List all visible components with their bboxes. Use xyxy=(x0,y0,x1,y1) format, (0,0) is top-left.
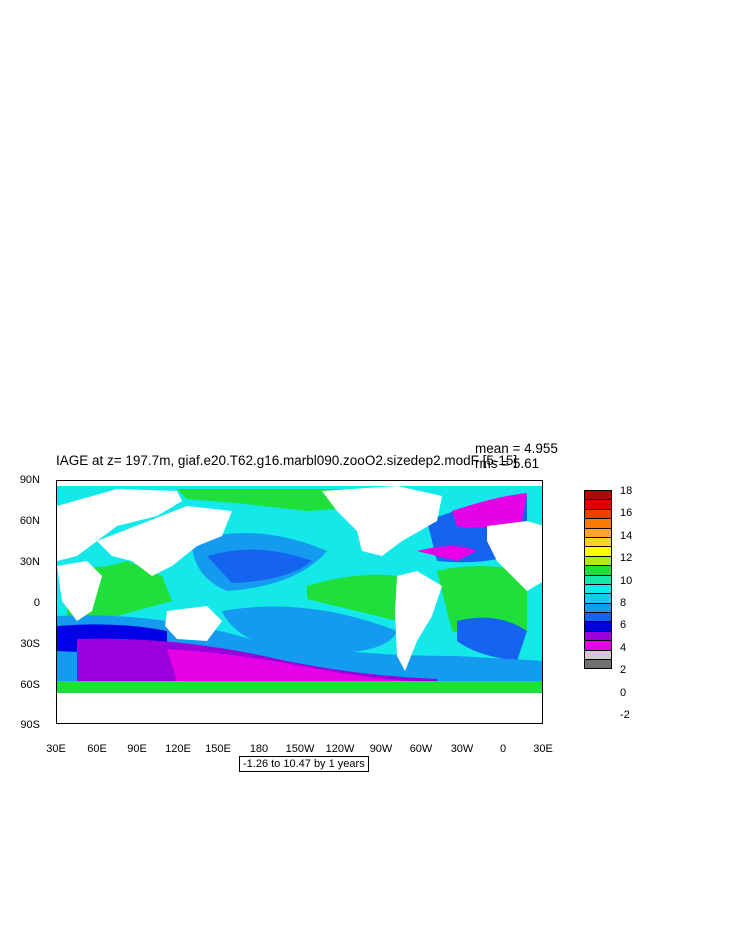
contour-antarctic-shelf xyxy=(57,681,542,693)
colorbar-swatch xyxy=(584,659,612,670)
x-tick-60e: 60E xyxy=(87,743,107,755)
land-eurasia-west xyxy=(57,489,182,561)
colorbar-label: 8 xyxy=(620,597,627,609)
colorbar xyxy=(584,490,612,670)
y-tick-60n: 60N xyxy=(19,515,40,527)
land-africa-east xyxy=(57,561,102,621)
contour-natl-lab xyxy=(417,546,477,561)
map-plot-area xyxy=(56,480,543,724)
contour-atlantic xyxy=(437,566,527,636)
mean-stat: mean = 4.955 xyxy=(475,441,558,456)
land-australia xyxy=(165,606,222,641)
colorbar-label: 14 xyxy=(620,529,633,542)
land-antarctica xyxy=(57,693,542,723)
land-north-america xyxy=(322,486,442,556)
rms-stat: rms = 5.61 xyxy=(475,456,540,471)
x-tick-180: 180 xyxy=(249,743,269,755)
y-tick-90n: 90N xyxy=(19,474,40,486)
contour-range-label: -1.26 to 10.47 by 1 years xyxy=(239,756,369,772)
land-asia xyxy=(97,506,232,576)
x-tick-30w: 30W xyxy=(450,743,474,755)
x-tick-30e-end: 30E xyxy=(533,743,553,755)
contour-eq-pacific xyxy=(307,574,397,621)
x-tick-120e: 120E xyxy=(165,743,191,755)
contour-natl-nordic xyxy=(452,493,527,528)
land-africa-europe xyxy=(487,521,542,591)
colorbar-label: 4 xyxy=(620,641,627,654)
x-tick-150w: 150W xyxy=(285,743,315,755)
x-tick-150e: 150E xyxy=(205,743,231,755)
x-tick-30e: 30E xyxy=(46,743,66,755)
x-tick-120w: 120W xyxy=(325,743,355,755)
contour-satl-2 xyxy=(457,617,527,661)
x-tick-90e: 90E xyxy=(127,743,147,755)
y-tick-30n: 30N xyxy=(19,556,40,568)
contour-spac-4 xyxy=(222,606,397,654)
land-arctic-edge xyxy=(57,481,542,486)
contour-npac-2 xyxy=(207,549,312,583)
colorbar-label: -2 xyxy=(620,709,630,721)
colorbar-label: 0 xyxy=(620,686,627,699)
colorbar-label: 10 xyxy=(620,574,633,587)
colorbar-label: 12 xyxy=(620,552,633,565)
y-tick-90s: 90S xyxy=(20,719,40,731)
y-tick-60s: 60S xyxy=(20,679,40,691)
plot-title: IAGE at z= 197.7m, giaf.e20.T62.g16.marb… xyxy=(56,453,518,468)
land-south-america xyxy=(395,571,442,671)
colorbar-label: 6 xyxy=(620,619,627,632)
x-tick-0: 0 xyxy=(499,743,507,755)
y-tick-0: 0 xyxy=(33,597,40,609)
x-tick-90w: 90W xyxy=(369,743,393,755)
x-tick-60w: 60W xyxy=(409,743,433,755)
colorbar-label: 18 xyxy=(620,485,633,497)
colorbar-label: 2 xyxy=(620,664,627,677)
ocean-age-map xyxy=(57,481,542,723)
colorbar-label: 16 xyxy=(620,507,633,520)
y-tick-30s: 30S xyxy=(20,638,40,650)
